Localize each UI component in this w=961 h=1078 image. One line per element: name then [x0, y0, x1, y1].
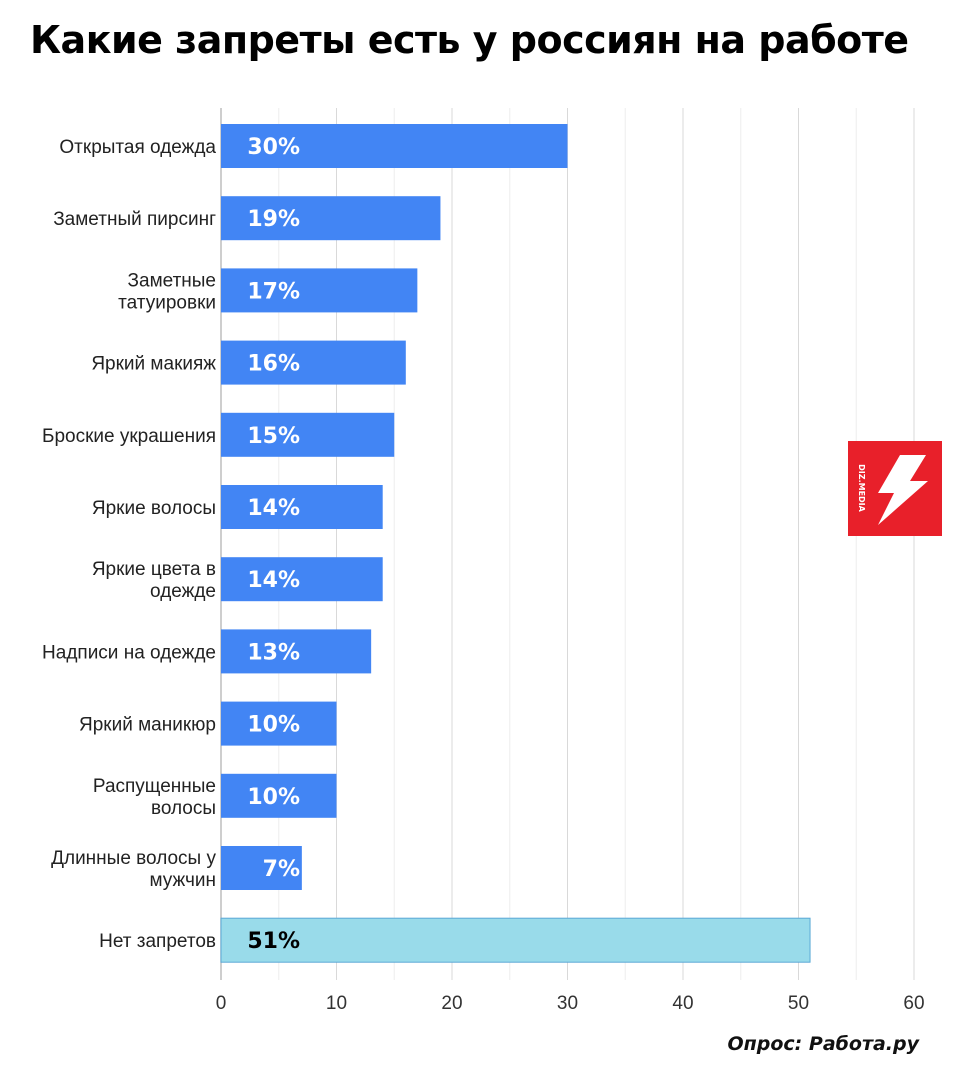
- data-label: 14%: [247, 568, 300, 593]
- data-label: 14%: [247, 496, 300, 521]
- category-label: Яркие цвета в: [92, 559, 216, 580]
- data-label: 10%: [247, 713, 300, 738]
- data-label: 17%: [247, 279, 300, 304]
- category-label: Яркий макияж: [91, 354, 216, 375]
- x-tick-label: 40: [672, 993, 693, 1014]
- data-label: 16%: [247, 352, 300, 377]
- category-label: Нет запретов: [99, 931, 216, 952]
- data-label: 30%: [247, 135, 300, 160]
- bar: [221, 412, 395, 457]
- bar: [221, 268, 418, 313]
- bar: [221, 701, 337, 746]
- category-label: Яркие волосы: [92, 498, 216, 519]
- category-label: мужчин: [150, 870, 217, 891]
- data-label: 15%: [247, 424, 300, 449]
- data-label: 7%: [263, 857, 300, 882]
- source-note: Опрос: Работа.ру: [727, 1033, 919, 1055]
- bar: [221, 773, 337, 818]
- category-label: Надписи на одежде: [42, 642, 216, 663]
- x-axis-ticks: 0 10 20 30 40 50 60: [216, 993, 925, 1014]
- category-label: волосы: [151, 798, 216, 819]
- x-tick-label: 30: [557, 993, 578, 1014]
- bars: [220, 124, 811, 963]
- x-tick-label: 50: [788, 993, 809, 1014]
- logo-text: DIZ.MEDIA: [857, 464, 866, 513]
- grid-lines: [220, 108, 915, 980]
- data-label: 19%: [247, 207, 300, 232]
- data-label: 51%: [247, 929, 300, 954]
- category-labels: Открытая одежда Заметный пирсинг Заметныет…: [42, 137, 217, 952]
- bar: [221, 124, 568, 168]
- x-tick-label: 20: [441, 993, 462, 1014]
- category-label: Длинные волосы у: [51, 848, 216, 869]
- page-title: Какие запреты есть у россиян на работе: [30, 18, 909, 62]
- bar: [221, 846, 302, 890]
- x-tick-label: 10: [326, 993, 347, 1014]
- x-tick-label: 0: [216, 993, 227, 1014]
- diz-media-logo: DIZ.MEDIA: [848, 441, 942, 536]
- data-labels: 30% 19% 17% 16% 15% 14% 14% 13% 10% 10% 7% 51%: [247, 135, 300, 954]
- x-tick-label: 60: [903, 993, 924, 1014]
- lightning-bolt-icon: [878, 455, 928, 525]
- category-label: Открытая одежда: [59, 137, 216, 158]
- data-label: 13%: [247, 640, 300, 665]
- data-label: 10%: [247, 785, 300, 810]
- category-label: Заметные: [128, 270, 216, 291]
- category-label: татуировки: [118, 292, 216, 313]
- category-label: Броские украшения: [42, 426, 216, 447]
- bar: [221, 629, 372, 674]
- bar: [221, 557, 383, 602]
- bar: [221, 485, 383, 529]
- category-label: одежде: [150, 581, 216, 602]
- category-label: Яркий маникюр: [79, 715, 216, 736]
- category-label: Распущенные: [93, 776, 216, 797]
- bar: [221, 196, 441, 241]
- category-label: Заметный пирсинг: [53, 209, 216, 230]
- bar: [221, 340, 406, 385]
- bar: [220, 917, 811, 963]
